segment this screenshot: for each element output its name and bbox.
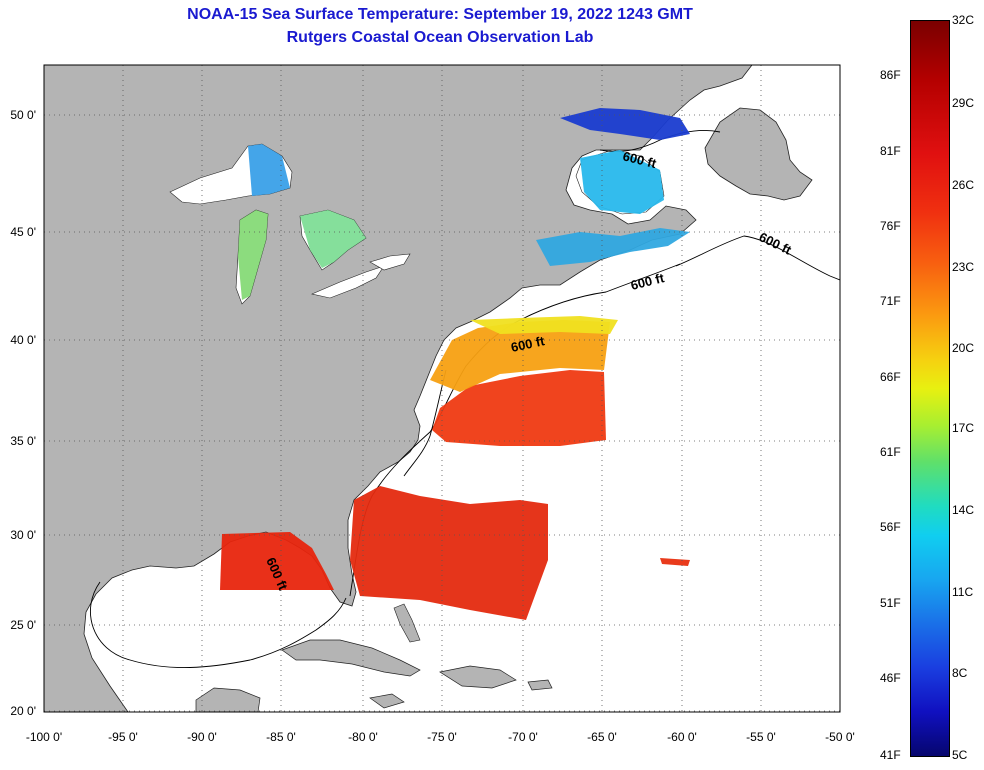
colorbar-fahrenheit-label: 51F <box>880 596 901 610</box>
lat-tick-label: 40 0' <box>10 333 36 347</box>
land-bahamas <box>393 603 421 643</box>
colorbar-fahrenheit-label: 46F <box>880 671 901 685</box>
lon-tick-label: -90 0' <box>187 730 217 744</box>
lat-tick-label: 50 0' <box>10 108 36 122</box>
lon-tick-label: -55 0' <box>746 730 776 744</box>
colorbar-fahrenheit-label: 86F <box>880 68 901 82</box>
lon-tick-label: -95 0' <box>108 730 138 744</box>
colorbar-fahrenheit-label: 61F <box>880 445 901 459</box>
colorbar-celsius-label: 14C <box>952 503 975 517</box>
colorbar-celsius-label: 32C <box>952 13 975 27</box>
temperature-colorbar <box>910 20 950 757</box>
colorbar-fahrenheit-label: 76F <box>880 219 901 233</box>
sst-patch-huron <box>300 210 366 268</box>
lake-ontario <box>369 253 411 271</box>
land-north-america <box>44 65 753 712</box>
sst-patch-gulf-stream <box>432 370 606 446</box>
lat-tick-label: 30 0' <box>10 528 36 542</box>
lat-tick-label: 25 0' <box>10 618 36 632</box>
colorbar-celsius-label: 23C <box>952 260 975 274</box>
sst-patch-gulf <box>220 532 334 590</box>
sst-patch-atlantic-south <box>350 486 548 620</box>
colorbar-celsius-label: 20C <box>952 341 975 355</box>
colorbar-celsius-label: 26C <box>952 178 975 192</box>
sst-patch-superior <box>248 144 290 196</box>
land-puerto-rico <box>527 679 553 691</box>
lat-tick-label: 20 0' <box>10 704 36 718</box>
sst-patch-michigan <box>238 210 268 300</box>
sst-patch-isolated <box>660 558 690 566</box>
land-newfoundland <box>704 107 813 201</box>
colorbar-fahrenheit-label: 66F <box>880 370 901 384</box>
colorbar-celsius-label: 17C <box>952 421 975 435</box>
sst-patch-mid-atlantic <box>430 320 610 392</box>
colorbar-fahrenheit-label: 41F <box>880 748 901 762</box>
land-hispaniola <box>439 665 517 689</box>
lon-tick-label: -85 0' <box>266 730 296 744</box>
land-cuba <box>281 639 421 677</box>
map-title: NOAA-15 Sea Surface Temperature: Septemb… <box>187 6 693 23</box>
lon-tick-label: -65 0' <box>587 730 617 744</box>
land-yucatan <box>195 687 261 712</box>
lon-tick-label: -80 0' <box>348 730 378 744</box>
map-subtitle: Rutgers Coastal Ocean Observation Lab <box>286 29 594 46</box>
colorbar-celsius-label: 8C <box>952 666 968 680</box>
sst-patch-shelf <box>470 316 618 334</box>
colorbar-celsius-label: 29C <box>952 96 975 110</box>
lon-tick-label: -70 0' <box>508 730 538 744</box>
colorbar-celsius-label: 5C <box>952 748 968 762</box>
colorbar-fahrenheit-label: 56F <box>880 520 901 534</box>
sst-patch-nova-scotia <box>536 228 690 266</box>
lon-tick-label: -75 0' <box>427 730 457 744</box>
contour-label: 600 ft <box>510 333 547 355</box>
lat-tick-label: 35 0' <box>10 434 36 448</box>
sst-data <box>220 108 690 620</box>
colorbar-fahrenheit-label: 81F <box>880 144 901 158</box>
lon-tick-label: -50 0' <box>825 730 855 744</box>
colorbar-celsius-label: 11C <box>952 585 974 599</box>
land-jamaica <box>369 693 405 709</box>
sst-patch-st-lawrence <box>580 150 664 214</box>
sst-patch-labrador <box>560 108 690 140</box>
map-frame <box>43 64 841 713</box>
lat-tick-label: 45 0' <box>10 225 36 239</box>
lake-erie <box>311 265 385 299</box>
colorbar-fahrenheit-label: 71F <box>880 294 901 308</box>
lon-tick-label: -60 0' <box>667 730 697 744</box>
lon-tick-label: -100 0' <box>25 730 63 744</box>
